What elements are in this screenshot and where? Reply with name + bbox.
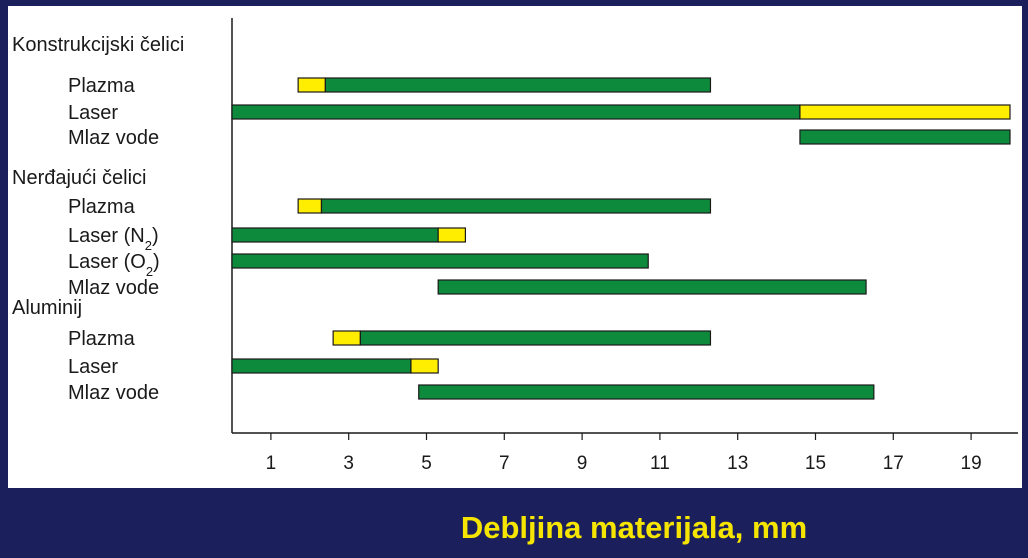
bar-segment-1-0-1 <box>320 198 712 214</box>
bar-segment-0-2-0 <box>799 129 1011 145</box>
x-tick-label-1: 1 <box>266 453 277 474</box>
x-tick-label-15: 15 <box>805 453 826 474</box>
row-label-1-3: Mlaz vode <box>68 277 159 299</box>
x-axis-title: Debljina materijala, mm <box>460 510 808 545</box>
x-tick-label-11: 11 <box>650 453 670 474</box>
bar-segment-2-1-0 <box>231 358 412 374</box>
row-label-1-2: Laser (O2) <box>68 251 160 279</box>
row-label-2-0: Plazma <box>68 328 136 350</box>
bar-segment-2-1-1 <box>410 358 439 374</box>
row-label-0-1: Laser <box>68 102 118 124</box>
bar-segment-2-0-1 <box>359 330 712 346</box>
group-label-0: Konstrukcijski čelici <box>12 34 184 56</box>
x-tick-label-17: 17 <box>883 453 904 474</box>
row-label-0-0: Plazma <box>68 75 136 97</box>
x-tick-label-3: 3 <box>343 453 354 474</box>
x-tick-label-9: 9 <box>577 453 588 474</box>
chart-panel: 1 3 5 7 9 11 13 15 17 19 Konstrukcijski čelici Plaz… <box>8 6 1022 488</box>
group-label-1: Nerđajući čelici <box>12 167 147 189</box>
row-label-1-1: Laser (N2) <box>68 225 159 253</box>
bar-segment-1-0-0 <box>297 198 323 214</box>
row-label-1-0: Plazma <box>68 196 136 218</box>
group-label-2: Aluminij <box>12 297 82 319</box>
bar-segment-1-3-0 <box>437 279 867 295</box>
bar-segment-1-1-1 <box>437 227 467 243</box>
bar-segment-1-2-0 <box>231 253 649 269</box>
bar-segment-0-0-1 <box>324 77 712 93</box>
x-tick-label-13: 13 <box>727 453 748 474</box>
row-label-2-1: Laser <box>68 356 118 378</box>
bar-segment-0-0-0 <box>297 77 326 93</box>
bar-segment-1-1-0 <box>231 227 439 243</box>
x-tick-label-19: 19 <box>961 453 982 474</box>
x-tick-label-7: 7 <box>499 453 510 474</box>
bar-segment-2-0-0 <box>332 330 361 346</box>
x-tick-label-5: 5 <box>421 453 432 474</box>
bar-segment-0-1-1 <box>799 104 1011 120</box>
bar-segment-0-1-0 <box>231 104 801 120</box>
row-label-2-2: Mlaz vode <box>68 382 159 404</box>
bar-segment-2-2-0 <box>418 384 875 400</box>
row-label-0-2: Mlaz vode <box>68 127 159 149</box>
